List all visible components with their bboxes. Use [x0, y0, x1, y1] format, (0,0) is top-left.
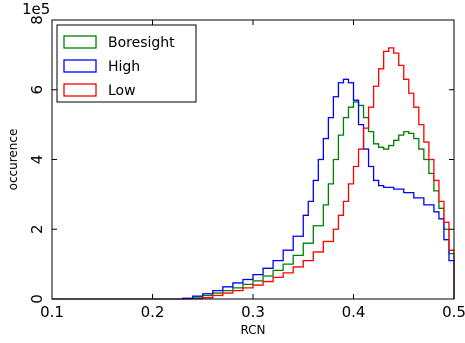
- y-axis-label: occurence: [6, 129, 20, 191]
- y-tick-label: 2: [28, 224, 46, 234]
- x-tick-label: 0.5: [442, 303, 465, 321]
- legend-swatch-high: [63, 59, 97, 73]
- x-tick-label: 0.3: [241, 303, 265, 321]
- x-axis-label: RCN: [240, 323, 265, 337]
- series-line-low: [52, 47, 455, 300]
- x-tick-label: 0.2: [141, 303, 165, 321]
- x-tick-label: 0.1: [40, 303, 64, 321]
- legend: Boresight High Low: [56, 24, 197, 103]
- y-tick-label: 4: [28, 155, 46, 165]
- series-line-high: [52, 78, 455, 300]
- y-tick-label: 8: [28, 15, 46, 25]
- series-layer: [52, 47, 455, 300]
- legend-label-low: Low: [108, 83, 136, 99]
- legend-swatch-boresight: [63, 35, 97, 49]
- legend-label-boresight: Boresight: [108, 35, 175, 51]
- legend-swatch-low: [63, 83, 97, 97]
- x-tick-label: 0.4: [342, 303, 366, 321]
- y-offset-label: 1e5: [22, 0, 50, 18]
- legend-label-high: High: [108, 59, 140, 75]
- y-tick-label: 0: [28, 294, 46, 304]
- series-line-boresight: [52, 101, 455, 300]
- y-tick-label: 6: [28, 85, 46, 95]
- ticks-layer: 0.1 0.2 0.3 0.4 0.5 0 2 4 6 8: [28, 15, 465, 321]
